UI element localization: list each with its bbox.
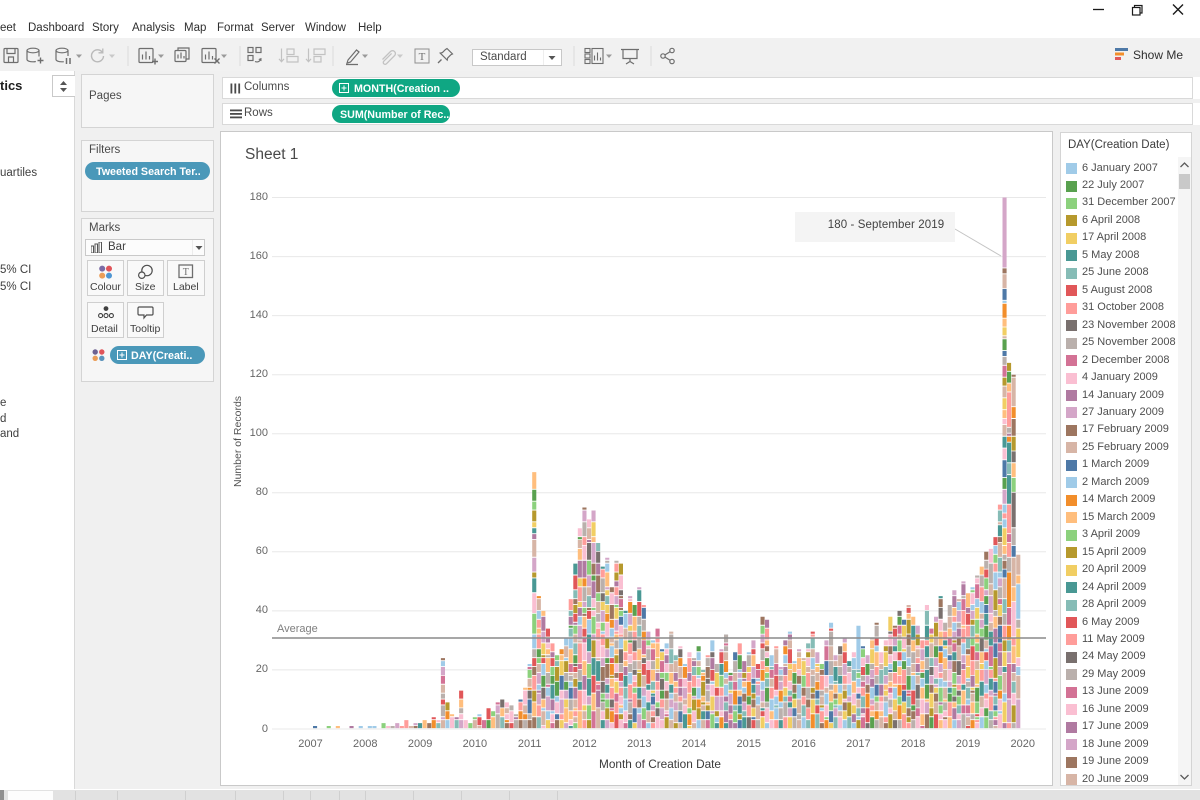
- svg-text:T: T: [183, 267, 189, 278]
- svg-text:T: T: [419, 51, 426, 63]
